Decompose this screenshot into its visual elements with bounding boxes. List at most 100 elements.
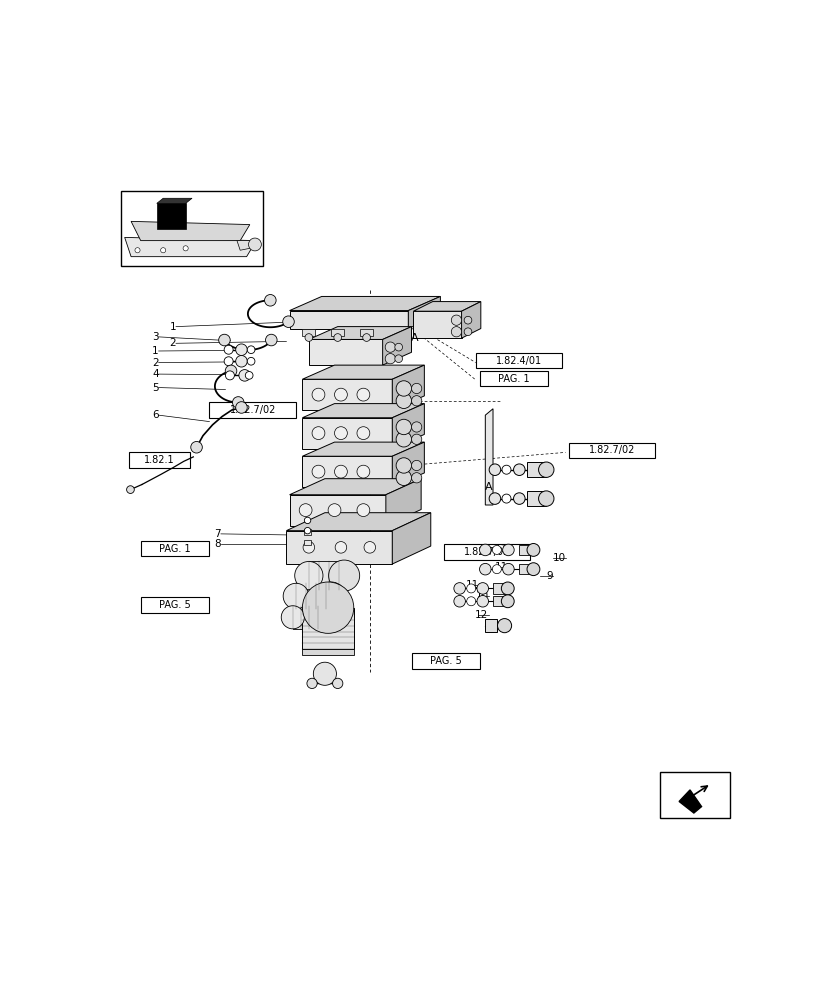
Circle shape [466, 597, 475, 606]
Circle shape [411, 396, 421, 406]
Polygon shape [518, 545, 533, 555]
Circle shape [395, 432, 411, 447]
Polygon shape [492, 583, 507, 594]
Polygon shape [302, 442, 424, 456]
Circle shape [303, 542, 314, 553]
Circle shape [224, 345, 233, 354]
Polygon shape [392, 404, 424, 449]
Circle shape [302, 582, 353, 633]
Circle shape [312, 388, 324, 401]
Circle shape [364, 542, 375, 553]
Circle shape [356, 465, 370, 478]
Circle shape [476, 595, 488, 607]
Bar [443, 544, 529, 560]
Circle shape [501, 465, 510, 474]
Polygon shape [526, 462, 546, 477]
Bar [129, 452, 190, 468]
Circle shape [464, 316, 471, 324]
Bar [479, 371, 547, 386]
Circle shape [328, 560, 359, 591]
Polygon shape [286, 531, 392, 564]
Bar [122, 191, 262, 266]
Circle shape [394, 343, 402, 351]
Circle shape [502, 544, 514, 556]
Circle shape [312, 465, 324, 478]
Polygon shape [413, 311, 461, 338]
Circle shape [327, 504, 341, 517]
Polygon shape [289, 296, 440, 311]
Circle shape [356, 504, 370, 517]
Polygon shape [413, 302, 480, 311]
Circle shape [411, 473, 421, 483]
Text: 2: 2 [170, 338, 176, 348]
Circle shape [304, 527, 310, 534]
Text: 10: 10 [552, 553, 565, 563]
Circle shape [464, 328, 471, 336]
Polygon shape [302, 418, 392, 449]
Circle shape [183, 246, 188, 251]
Circle shape [307, 678, 317, 689]
Polygon shape [156, 203, 185, 229]
Circle shape [356, 388, 370, 401]
Text: 1.82.4/01: 1.82.4/01 [495, 356, 542, 366]
Circle shape [313, 662, 336, 685]
Bar [411, 653, 480, 669]
Polygon shape [286, 513, 430, 531]
Polygon shape [526, 491, 546, 506]
Text: 6: 6 [152, 410, 159, 420]
Circle shape [395, 381, 411, 396]
Text: A: A [410, 333, 418, 343]
Polygon shape [485, 619, 496, 632]
Circle shape [526, 544, 539, 556]
Circle shape [395, 470, 411, 485]
Polygon shape [156, 198, 192, 203]
Polygon shape [289, 479, 421, 495]
Circle shape [395, 458, 411, 473]
Circle shape [453, 595, 465, 607]
Text: A: A [484, 482, 492, 492]
Text: 9: 9 [545, 571, 552, 581]
Circle shape [385, 354, 395, 364]
Circle shape [501, 582, 514, 595]
Circle shape [411, 434, 421, 444]
Circle shape [453, 583, 465, 594]
Text: 11: 11 [465, 580, 478, 590]
Circle shape [513, 493, 524, 504]
Circle shape [265, 334, 277, 346]
Polygon shape [302, 456, 392, 487]
Circle shape [332, 678, 342, 689]
Circle shape [225, 365, 237, 377]
Bar [304, 540, 310, 545]
Polygon shape [302, 649, 353, 655]
Circle shape [304, 334, 313, 341]
Circle shape [497, 619, 511, 633]
Circle shape [304, 517, 310, 524]
Polygon shape [293, 606, 321, 629]
Circle shape [135, 248, 140, 253]
Circle shape [395, 419, 411, 435]
Circle shape [489, 464, 500, 475]
Polygon shape [237, 241, 256, 250]
Circle shape [466, 584, 475, 593]
Bar [660, 772, 729, 818]
Polygon shape [385, 479, 421, 526]
Circle shape [526, 563, 539, 576]
Polygon shape [302, 329, 315, 336]
Circle shape [160, 248, 165, 253]
Circle shape [394, 355, 402, 363]
Polygon shape [331, 329, 344, 336]
Circle shape [362, 334, 370, 341]
Polygon shape [308, 561, 344, 590]
Polygon shape [302, 608, 353, 649]
Polygon shape [518, 564, 533, 574]
Circle shape [501, 494, 510, 503]
Circle shape [225, 371, 234, 380]
Polygon shape [678, 790, 700, 813]
Text: 10: 10 [475, 591, 488, 601]
Polygon shape [392, 365, 424, 410]
Circle shape [294, 561, 323, 590]
Polygon shape [360, 329, 372, 336]
Circle shape [218, 334, 230, 346]
Polygon shape [408, 296, 440, 329]
Circle shape [411, 460, 421, 471]
